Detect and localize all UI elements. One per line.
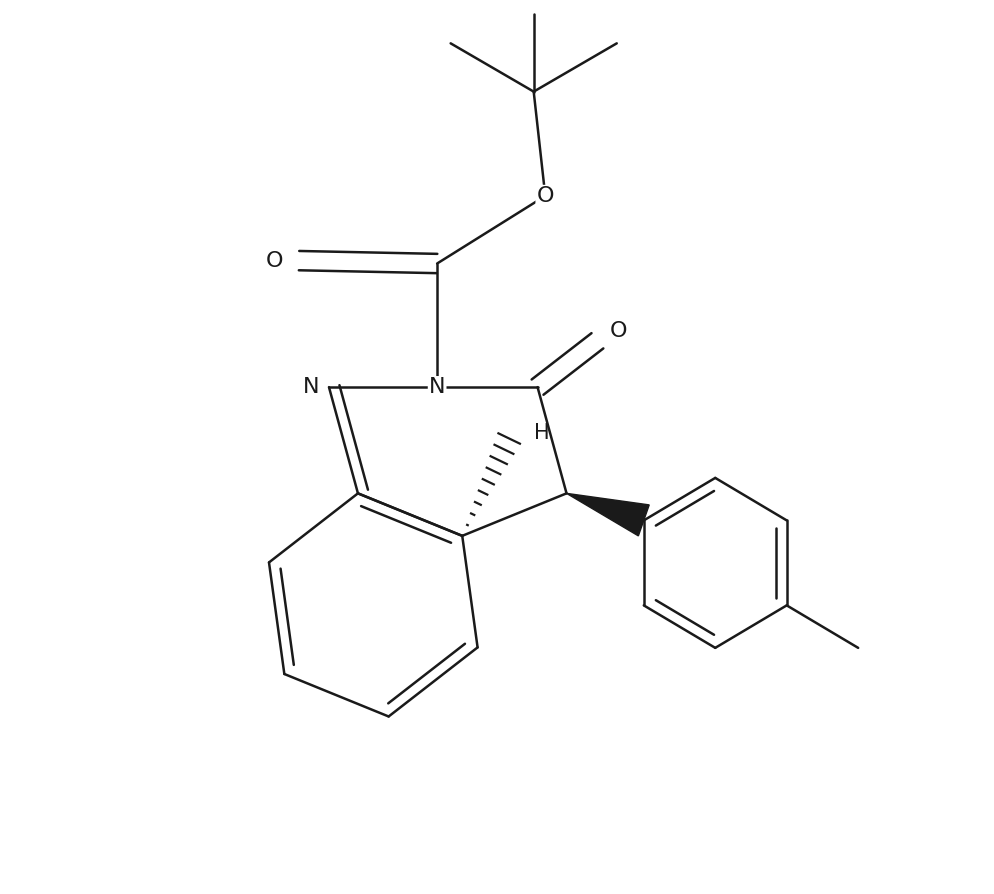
Text: N: N <box>303 377 320 397</box>
Polygon shape <box>567 493 649 536</box>
Text: O: O <box>610 321 627 342</box>
Text: N: N <box>428 377 445 397</box>
Text: O: O <box>537 186 554 206</box>
Text: O: O <box>266 250 283 271</box>
Text: H: H <box>534 423 550 443</box>
